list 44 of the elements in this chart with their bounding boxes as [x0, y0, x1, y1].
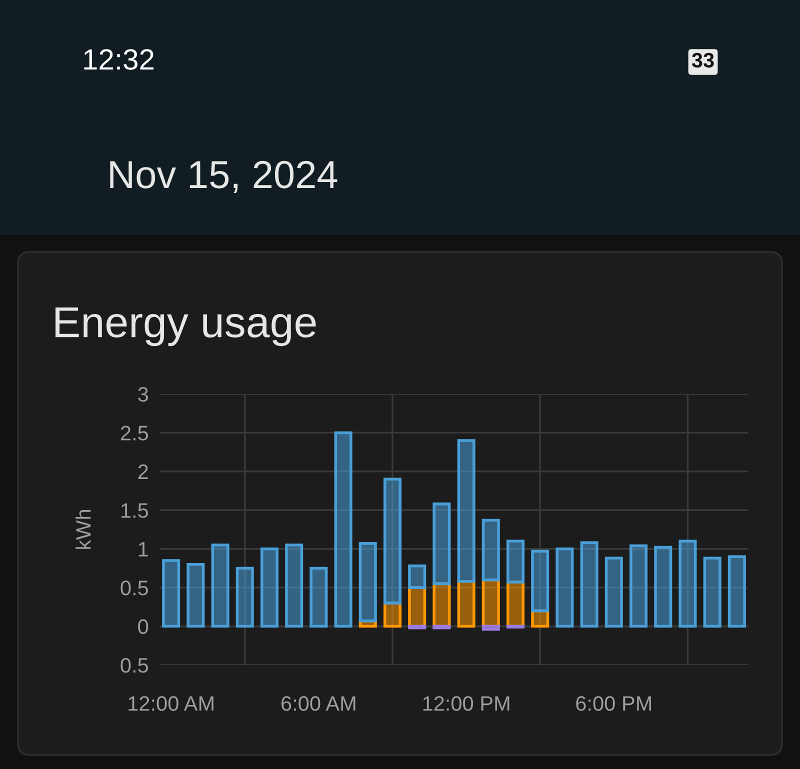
chart-title: Energy usage: [56, 308, 316, 346]
x-tick-label: 12:00 PM: [423, 696, 510, 711]
bar: [678, 540, 697, 628]
y-tick-label: 3: [138, 387, 148, 402]
bar: [630, 544, 648, 628]
y-tick-label: 0.5: [120, 658, 148, 673]
bar: [482, 578, 500, 628]
bar: [334, 431, 352, 628]
x-tick-label: 6:00 PM: [576, 696, 651, 711]
y-tick-label: 2.5: [120, 426, 148, 440]
y-tick-label: 2: [138, 464, 148, 479]
x-tick-label: 6:00 AM: [282, 696, 356, 711]
bar: [211, 544, 230, 628]
y-tick-label: 1.5: [122, 503, 148, 518]
text: 33: [692, 52, 714, 68]
x-tick-label: 12:00 AM: [128, 696, 214, 711]
bar: [358, 542, 377, 622]
bar: [580, 541, 598, 628]
bar: [482, 624, 500, 631]
bar: [531, 550, 550, 612]
bar: [310, 566, 328, 628]
bar: [506, 540, 525, 584]
bar: [604, 556, 623, 628]
bar: [556, 547, 574, 628]
bar: [457, 439, 476, 583]
y-axis-title: kWh: [76, 510, 91, 549]
bar: [728, 555, 746, 628]
bar: [285, 544, 304, 628]
bar: [432, 502, 451, 586]
y-tick-label: 1: [138, 542, 148, 556]
y-tick-label: 0: [138, 619, 148, 634]
bar: [482, 518, 500, 582]
bar: [383, 602, 402, 628]
bar: [383, 478, 402, 604]
bar: [703, 556, 722, 628]
bar: [408, 564, 426, 589]
bar: [654, 546, 672, 628]
text: 12:32: [84, 49, 154, 70]
bar: [236, 566, 254, 628]
chart-subtitle: Nov 15, 2024: [110, 160, 338, 194]
bar: [186, 562, 205, 628]
bar: [162, 559, 180, 628]
y-tick-label: 0.5: [120, 580, 148, 596]
bar: [260, 547, 278, 628]
